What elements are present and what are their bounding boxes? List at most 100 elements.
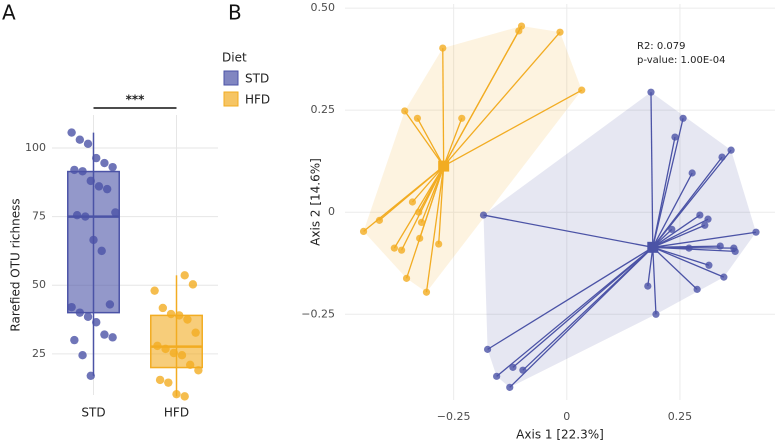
point: [172, 389, 181, 399]
point: [185, 360, 195, 370]
spider-line: [483, 214, 653, 248]
hull: [363, 26, 582, 293]
point: [108, 333, 117, 342]
point: [556, 28, 564, 36]
point: [727, 146, 735, 154]
point: [506, 383, 514, 391]
spider-line: [652, 214, 701, 248]
spider-line: [405, 165, 445, 279]
point: [92, 318, 101, 327]
spider-line: [652, 172, 693, 248]
spider-line: [416, 117, 445, 167]
y-tick-label: 75: [32, 210, 46, 223]
point: [86, 371, 95, 380]
spider-line: [652, 246, 710, 266]
point: [111, 208, 120, 217]
legend-key: [223, 70, 239, 86]
spider-line: [393, 165, 445, 249]
point: [359, 227, 368, 235]
spider-line: [487, 246, 654, 350]
point: [417, 218, 426, 227]
point: [668, 225, 676, 233]
point: [435, 240, 443, 248]
point: [83, 139, 93, 149]
point: [92, 153, 101, 163]
point: [509, 363, 517, 371]
point: [75, 308, 85, 317]
point: [688, 169, 696, 177]
point: [718, 153, 726, 161]
spider-line: [650, 92, 654, 248]
point: [693, 285, 701, 293]
point: [67, 128, 76, 137]
point: [67, 302, 76, 312]
spider-line: [652, 247, 657, 315]
spider-line: [442, 48, 445, 167]
spider-line: [443, 30, 520, 167]
legend-title: Diet: [222, 51, 247, 65]
point: [479, 211, 488, 219]
hull: [483, 92, 756, 388]
point: [169, 348, 178, 358]
point: [578, 86, 586, 94]
centroid: [647, 241, 659, 253]
legend-key: [223, 91, 239, 107]
spider-line: [652, 246, 690, 249]
point: [108, 162, 117, 172]
spider-line: [404, 110, 445, 167]
point: [652, 310, 660, 318]
spider-line: [647, 247, 654, 287]
point: [177, 350, 187, 360]
y-tick-label: 0.25: [311, 103, 336, 116]
point: [705, 261, 713, 269]
y-axis-label: Axis 2 [14.6%]: [309, 158, 323, 246]
x-tick-label: 0.25: [668, 410, 693, 423]
spider-line: [652, 218, 709, 248]
point: [408, 198, 417, 206]
legend-label: STD: [245, 72, 269, 86]
x-tick-label: 0: [563, 410, 570, 423]
point: [416, 234, 424, 242]
point: [397, 246, 406, 254]
spider-line: [411, 165, 445, 203]
point: [175, 311, 184, 320]
point: [183, 315, 192, 324]
spider-line: [652, 118, 684, 248]
y-tick-label: 25: [32, 347, 46, 360]
point: [97, 246, 106, 256]
point: [644, 282, 652, 290]
point: [716, 242, 724, 250]
point: [191, 328, 200, 337]
point: [161, 344, 170, 354]
point: [100, 330, 109, 339]
point: [86, 176, 95, 186]
y-axis-label: Rarefied OTU richness: [9, 198, 23, 331]
point: [105, 300, 115, 309]
point: [158, 303, 168, 313]
point: [402, 274, 411, 282]
point: [390, 244, 398, 252]
spider-line: [652, 136, 676, 248]
point: [70, 335, 79, 345]
point: [519, 366, 527, 374]
point: [180, 271, 189, 280]
point: [515, 27, 523, 35]
point: [415, 208, 423, 216]
spider-line: [443, 89, 583, 167]
point: [701, 221, 709, 229]
point: [752, 228, 760, 236]
spider-line: [652, 246, 698, 290]
box: [150, 314, 203, 369]
spider-line: [652, 231, 757, 248]
point: [194, 366, 203, 375]
significance: ***: [126, 93, 146, 107]
spider-line: [496, 246, 654, 377]
x-tick-label: STD: [81, 406, 105, 420]
x-tick-label: −0.25: [437, 410, 471, 423]
spider-line: [418, 165, 445, 213]
annotation: p-value: 1.00E-04: [637, 55, 725, 66]
spider-line: [509, 246, 654, 388]
point: [153, 341, 162, 351]
point: [78, 350, 87, 360]
